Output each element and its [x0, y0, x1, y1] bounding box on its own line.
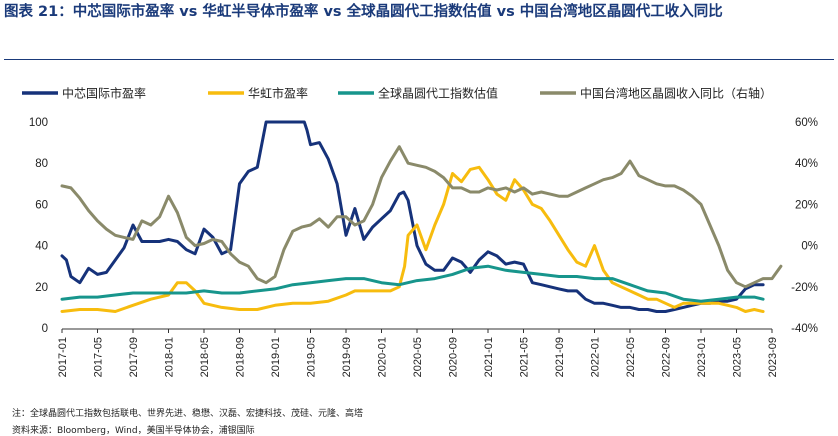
- chart-axes: 0 20 40 60 80 100 -40% -20% 0% 20% 40% 60% 2017-01 20…: [29, 117, 818, 377]
- x-tick-label: 2019-01: [270, 337, 282, 377]
- legend-label-2: 华虹市盈率: [248, 86, 308, 101]
- x-tick-label: 2023-05: [732, 337, 744, 377]
- series-line-1: [60, 120, 765, 313]
- figure-title: 图表 21：中芯国际市盈率 vs 华虹半导体市盈率 vs 全球晶圆代工指数估值 …: [4, 4, 723, 20]
- series-line-3: [60, 264, 765, 303]
- x-tick-label: 2017-09: [128, 337, 140, 377]
- chart-area: 中芯国际市盈率 华虹市盈率 全球晶圆代工指数估值 中国台湾地区晶圆收入同比（右轴） 0…: [22, 86, 818, 377]
- x-tick-label: 2022-01: [590, 337, 602, 377]
- chart-plot: [60, 120, 783, 313]
- x-tick-label: 2018-09: [235, 337, 247, 377]
- x-tick-label: 2020-05: [412, 337, 424, 377]
- series-line-4: [60, 145, 783, 289]
- y-right-tick-label: -20%: [791, 282, 818, 294]
- x-tick-label: 2017-05: [93, 337, 105, 377]
- y-right-tick-label: 60%: [795, 117, 818, 129]
- x-tick-label: 2019-05: [306, 337, 318, 377]
- x-tick-label: 2022-05: [625, 337, 637, 377]
- x-tick-label: 2020-01: [377, 337, 389, 377]
- chart-note: 注：全球晶圆代工指数包括联电、世界先进、稳懋、汉磊、宏捷科技、茂硅、元隆、高塔: [12, 409, 364, 419]
- x-tick-label: 2018-05: [199, 337, 211, 377]
- y-right-tick-label: -40%: [791, 323, 818, 335]
- x-tick-label: 2022-09: [661, 337, 673, 377]
- x-tick-label: 2023-01: [696, 337, 708, 377]
- y-right-tick-label: 40%: [795, 158, 818, 170]
- x-tick-label: 2021-05: [519, 337, 531, 377]
- title-divider: [4, 59, 834, 60]
- y-left-tick-label: 40: [35, 241, 48, 253]
- legend-label-3: 全球晶圆代工指数估值: [378, 86, 498, 101]
- y-left-tick-label: 20: [35, 282, 48, 294]
- x-tick-label: 2019-09: [341, 337, 353, 377]
- legend-label-1: 中芯国际市盈率: [62, 86, 146, 101]
- y-right-tick-label: 0%: [801, 241, 818, 253]
- x-tick-label: 2017-01: [57, 337, 69, 377]
- x-tick-label: 2023-09: [767, 337, 779, 377]
- x-tick-label: 2021-01: [483, 337, 495, 377]
- x-tick-label: 2021-09: [554, 337, 566, 377]
- x-tick-label: 2018-01: [164, 337, 176, 377]
- y-left-tick-label: 0: [42, 323, 48, 335]
- series-line-2: [60, 165, 765, 313]
- legend-label-4: 中国台湾地区晶圆收入同比（右轴）: [580, 86, 772, 101]
- chart-source: 资料来源：Bloomberg，Wind，美国半导体协会，浦银国际: [12, 426, 255, 436]
- chart-legend: 中芯国际市盈率 华虹市盈率 全球晶圆代工指数估值 中国台湾地区晶圆收入同比（右轴）: [22, 86, 772, 101]
- y-right-tick-label: 20%: [795, 199, 818, 211]
- x-tick-label: 2020-09: [448, 337, 460, 377]
- y-left-tick-label: 100: [29, 117, 48, 129]
- y-left-tick-label: 80: [35, 158, 48, 170]
- y-left-tick-label: 60: [35, 199, 48, 211]
